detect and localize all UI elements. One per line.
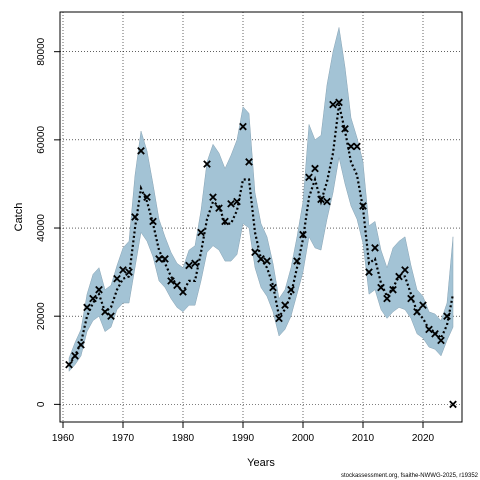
observed-point <box>101 307 109 316</box>
observed-point <box>227 199 235 208</box>
observed-point <box>77 341 85 349</box>
observed-point <box>95 285 103 294</box>
observed-point <box>89 294 97 303</box>
observed-point <box>299 230 307 239</box>
observed-point <box>305 173 313 182</box>
observed-point <box>269 283 277 292</box>
observed-catch-points <box>65 98 457 409</box>
observed-point <box>179 288 187 296</box>
observed-point <box>437 336 445 345</box>
observed-point <box>239 122 247 131</box>
observed-point <box>359 202 367 210</box>
observed-point <box>347 142 355 151</box>
confidence-band <box>68 27 454 372</box>
observed-point <box>263 257 271 265</box>
observed-point <box>407 294 415 303</box>
observed-point <box>443 312 451 321</box>
observed-point <box>395 272 403 281</box>
plot-frame <box>59 11 463 423</box>
source-note: stockassessment.org, fsaithe-NWWG-2025, … <box>341 473 479 479</box>
observed-point <box>323 197 331 206</box>
observed-point <box>371 244 379 252</box>
observed-point <box>161 255 169 263</box>
x-axis-title: Years <box>247 457 275 469</box>
x-tick-label: 1970 <box>112 433 135 444</box>
observed-point <box>131 213 139 221</box>
x-tick-label: 1980 <box>172 433 195 444</box>
observed-point <box>275 314 283 323</box>
observed-point <box>233 197 241 206</box>
observed-point <box>317 195 325 204</box>
observed-point <box>377 283 385 292</box>
y-axis-title: Catch <box>13 203 25 232</box>
observed-point <box>449 400 457 409</box>
observed-point <box>335 98 343 107</box>
observed-point <box>167 277 175 285</box>
y-tick-label: 20000 <box>36 302 47 330</box>
observed-point <box>341 124 349 133</box>
observed-point <box>119 266 127 274</box>
x-tick-label: 2020 <box>412 433 435 444</box>
observed-point <box>197 228 205 237</box>
x-tick-label: 2010 <box>352 433 375 444</box>
observed-point <box>191 259 199 268</box>
observed-point <box>149 217 157 226</box>
observed-point <box>245 158 253 166</box>
observed-point <box>311 164 319 173</box>
y-tick-label: 40000 <box>36 214 47 242</box>
observed-point <box>431 329 439 338</box>
observed-point <box>209 193 217 201</box>
observed-point <box>383 294 391 303</box>
observed-point <box>257 255 265 263</box>
y-tick-label: 80000 <box>36 37 47 65</box>
observed-point <box>281 301 289 310</box>
x-tick-label: 2000 <box>292 433 315 444</box>
observed-point <box>221 217 229 226</box>
observed-point <box>251 248 259 257</box>
x-axis: 1960 1970 1980 1990 2000 2010 2020 <box>52 421 435 444</box>
observed-point <box>173 281 181 290</box>
observed-point <box>215 204 223 213</box>
observed-point <box>413 307 421 316</box>
observed-point <box>125 268 133 276</box>
observed-point <box>353 142 361 151</box>
observed-point <box>293 257 301 265</box>
observed-point <box>137 147 145 155</box>
y-tick-label: 60000 <box>36 126 47 154</box>
grid-lines <box>60 12 462 422</box>
observed-point <box>65 360 73 369</box>
observed-point <box>143 193 151 201</box>
observed-point <box>203 160 211 168</box>
observed-point <box>401 266 409 274</box>
observed-point <box>389 285 397 294</box>
observed-point <box>419 301 427 310</box>
observed-point <box>329 100 337 109</box>
observed-point <box>107 312 115 321</box>
x-tick-label: 1990 <box>232 433 255 444</box>
x-tick-label: 1960 <box>52 433 75 444</box>
observed-point <box>83 303 91 312</box>
observed-point <box>425 325 433 334</box>
observed-point <box>113 274 121 283</box>
observed-point <box>155 255 163 263</box>
y-tick-label: 0 <box>36 401 47 407</box>
observed-point <box>185 261 193 270</box>
observed-point <box>71 352 79 360</box>
observed-point <box>365 268 373 276</box>
observed-point <box>287 285 295 294</box>
y-axis: 0 20000 40000 60000 80000 <box>36 37 60 407</box>
